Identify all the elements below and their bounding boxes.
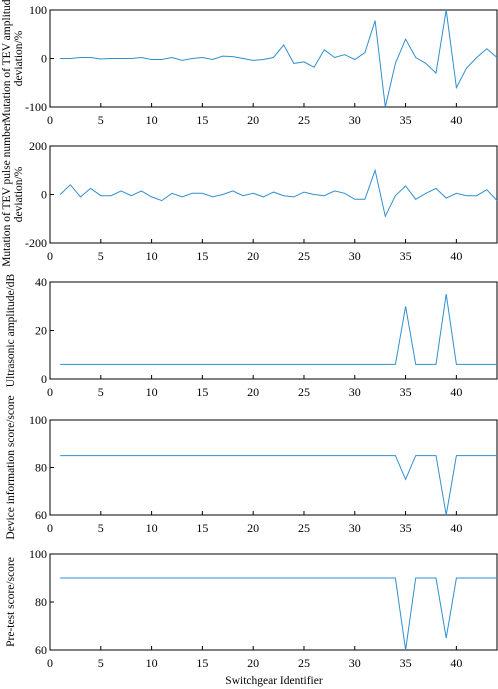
x-tick-label: 35: [400, 656, 412, 670]
x-tick-label: 5: [98, 249, 104, 263]
x-tick-label: 15: [196, 113, 208, 127]
x-tick-label: 35: [400, 113, 412, 127]
x-tick-label: 30: [349, 521, 361, 535]
x-tick-label: 40: [450, 385, 462, 399]
chart-panel-4: 0 5 10 15 20 25 30 35 40 60 80 100 Device informatio…: [5, 395, 498, 540]
y-axis-label: Ultrasonic amplitude/dB: [5, 273, 17, 387]
x-tick-label: 10: [146, 656, 158, 670]
x-tick-label: 25: [298, 385, 310, 399]
x-tick-label: 30: [349, 113, 361, 127]
x-tick-label: 40: [450, 113, 462, 127]
x-tick-label: 25: [298, 249, 310, 263]
y-tick-label: 200: [29, 139, 47, 153]
x-tick-label: 25: [298, 521, 310, 535]
x-tick-label: 30: [349, 249, 361, 263]
y-tick-label: 80: [35, 461, 47, 475]
y-tick-label: -200: [25, 236, 47, 250]
y-axis-label: deviation/%: [13, 166, 25, 222]
x-tick-label: 15: [196, 521, 208, 535]
x-tick-label: 15: [196, 385, 208, 399]
x-tick-label: 5: [98, 521, 104, 535]
x-tick-label: 20: [247, 113, 259, 127]
y-tick-label: 80: [35, 595, 47, 609]
x-tick-label: 0: [47, 656, 53, 670]
x-axis-label: Switchgear Identifier: [225, 675, 323, 687]
x-tick-label: 20: [247, 385, 259, 399]
y-tick-label: 0: [41, 372, 47, 386]
y-tick-label: 60: [35, 508, 47, 522]
y-axis-label: Mutation of TEV pulse number: [1, 122, 13, 267]
x-tick-label: 30: [349, 385, 361, 399]
y-tick-label: 60: [35, 643, 47, 657]
x-tick-label: 10: [146, 249, 158, 263]
x-tick-label: 10: [146, 521, 158, 535]
x-tick-label: 20: [247, 521, 259, 535]
x-tick-label: 25: [298, 656, 310, 670]
chart-panel-3: 0 5 10 15 20 25 30 35 40 0 20 40 Ultrasonic amplitud…: [5, 273, 498, 399]
y-tick-label: 100: [29, 547, 47, 561]
x-tick-label: 25: [298, 113, 310, 127]
x-tick-label: 10: [146, 113, 158, 127]
x-tick-label: 15: [196, 656, 208, 670]
y-tick-label: 20: [35, 324, 47, 338]
x-tick-label: 40: [450, 249, 462, 263]
series-line: [60, 455, 497, 516]
series-line: [60, 577, 497, 651]
x-tick-label: 0: [47, 521, 53, 535]
y-tick-label: -100: [25, 100, 47, 114]
x-tick-label: 0: [47, 385, 53, 399]
x-tick-label: 35: [400, 249, 412, 263]
x-tick-label: 10: [146, 385, 158, 399]
y-tick-label: 40: [35, 275, 47, 289]
y-tick-label: 100: [29, 3, 47, 17]
series-line: [59, 168, 498, 218]
x-tick-label: 35: [400, 521, 412, 535]
y-axis-label: deviation/%: [13, 30, 25, 86]
x-tick-label: 20: [247, 249, 259, 263]
x-tick-label: 5: [98, 113, 104, 127]
y-tick-label: 0: [41, 52, 47, 66]
x-tick-label: 5: [98, 385, 104, 399]
x-tick-label: 30: [349, 656, 361, 670]
x-tick-label: 15: [196, 249, 208, 263]
y-axis-label: Mutation of TEV amplitude: [1, 0, 13, 123]
x-tick-label: 35: [400, 385, 412, 399]
x-tick-label: 0: [47, 113, 53, 127]
y-tick-label: 100: [29, 413, 47, 427]
y-axis-label: Pre-test score/score: [5, 557, 17, 647]
plot-frame: [49, 145, 498, 244]
chart-panel-5: 0 5 10 15 20 25 30 35 40 60 80 100 Pre-test score/sc…: [5, 547, 498, 670]
y-axis-label: Device information score/score: [5, 395, 17, 539]
x-tick-label: 0: [47, 249, 53, 263]
y-tick-label: 0: [41, 188, 47, 202]
plot-frame: [49, 553, 498, 651]
series-line: [60, 9, 498, 108]
x-tick-label: 20: [247, 656, 259, 670]
x-tick-label: 40: [450, 521, 462, 535]
series-line: [60, 294, 497, 365]
plot-frame: [49, 419, 498, 516]
x-tick-label: 40: [450, 656, 462, 670]
x-tick-label: 5: [98, 656, 104, 670]
